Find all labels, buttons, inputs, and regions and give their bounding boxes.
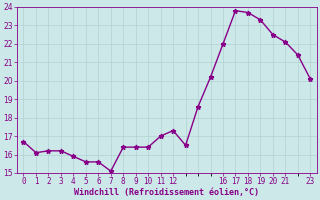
X-axis label: Windchill (Refroidissement éolien,°C): Windchill (Refroidissement éolien,°C) (74, 188, 260, 197)
